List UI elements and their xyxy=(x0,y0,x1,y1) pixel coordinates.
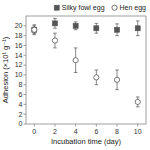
x-axis-label: Incubation time (day) xyxy=(51,137,122,146)
y-tick xyxy=(24,25,27,26)
error-bar xyxy=(32,25,36,35)
data-point xyxy=(135,26,140,31)
y-tick xyxy=(24,55,27,56)
y-tick xyxy=(24,104,27,105)
x-tick xyxy=(34,124,35,127)
error-bar xyxy=(74,22,78,30)
y-tick xyxy=(24,65,27,66)
y-axis-label: Adhesion (×10¹ g⁻¹) xyxy=(1,36,10,103)
y-tick-label: 2 xyxy=(19,111,23,118)
data-point xyxy=(52,21,57,26)
plot-area xyxy=(32,18,141,106)
chart-svg: 0 2 4 6 8 10 0 2 4 6 8 10 12 14 16 18 20 Incubation time … xyxy=(0,0,150,150)
y-tick-label: 14 xyxy=(15,52,23,59)
x-tick-label: 0 xyxy=(32,128,36,135)
data-point xyxy=(94,26,99,31)
error-bar xyxy=(95,23,99,33)
y-tick-label: 16 xyxy=(15,42,23,49)
data-point xyxy=(73,23,78,28)
x-tick-label: 8 xyxy=(115,128,119,135)
y-tick xyxy=(24,94,27,95)
y-tick-label: 18 xyxy=(15,32,23,39)
y-tick xyxy=(24,114,27,115)
data-point xyxy=(115,27,120,32)
plot-frame xyxy=(26,16,146,124)
error-bar xyxy=(53,33,57,48)
x-tick xyxy=(117,124,118,127)
y-tick-label: 12 xyxy=(15,61,23,68)
data-point xyxy=(32,27,37,32)
error-bar xyxy=(95,70,99,85)
data-point xyxy=(73,58,78,63)
x-tick xyxy=(96,124,97,127)
error-bar xyxy=(53,18,57,28)
x-tick xyxy=(75,124,76,127)
y-tick-label: 0 xyxy=(19,120,23,127)
y-tick-label: 8 xyxy=(19,81,23,88)
x-tick-label: 10 xyxy=(134,128,142,135)
legend-item: Silky fowl egg xyxy=(54,4,104,12)
error-bar xyxy=(136,97,140,107)
y-tick xyxy=(24,45,27,46)
legend-label: Hen egg xyxy=(120,4,147,12)
data-point xyxy=(94,75,99,80)
x-tick xyxy=(137,124,138,127)
y-tick xyxy=(24,84,27,85)
data-point xyxy=(135,99,140,104)
legend-marker xyxy=(112,5,117,10)
chart-container: 0 2 4 6 8 10 0 2 4 6 8 10 12 14 16 18 20 Incubation time … xyxy=(0,0,150,150)
error-bar xyxy=(32,26,36,34)
y-tick-label: 6 xyxy=(19,91,23,98)
y-tick xyxy=(24,35,27,36)
y-tick-label: 10 xyxy=(15,71,23,78)
y-tick xyxy=(24,74,27,75)
y-tick xyxy=(24,124,27,125)
error-bar xyxy=(74,48,78,73)
legend-marker xyxy=(54,5,59,10)
legend-label: Silky fowl egg xyxy=(62,4,105,12)
x-tick-label: 6 xyxy=(94,128,98,135)
error-bar xyxy=(115,24,119,36)
data-point xyxy=(52,38,57,43)
y-tick-label: 20 xyxy=(15,22,23,29)
data-point xyxy=(114,77,119,82)
x-tick-label: 4 xyxy=(74,128,78,135)
x-tick xyxy=(54,124,55,127)
y-tick-label: 4 xyxy=(19,101,23,108)
legend-item: Hen egg xyxy=(112,4,146,12)
error-bar xyxy=(136,21,140,36)
legend: Silky fowl egg Hen egg xyxy=(54,4,146,12)
data-point xyxy=(32,27,37,32)
x-tick-label: 2 xyxy=(53,128,57,135)
error-bar xyxy=(115,70,119,90)
